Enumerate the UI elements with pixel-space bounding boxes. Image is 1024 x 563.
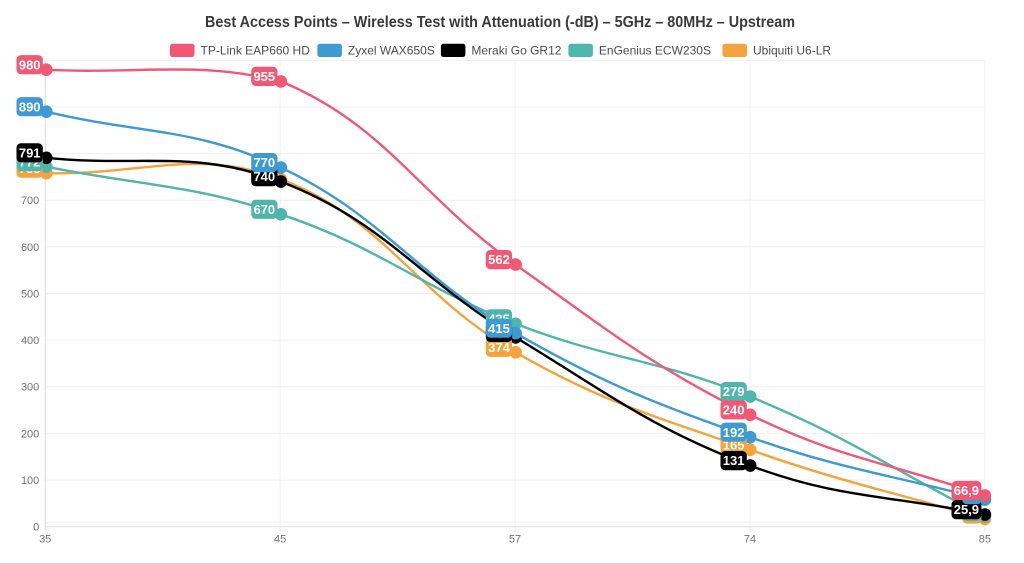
- svg-text:980: 980: [19, 57, 41, 72]
- svg-text:Best Access Points – Wireless: Best Access Points – Wireless Test with …: [205, 14, 795, 31]
- svg-text:300: 300: [21, 382, 39, 394]
- svg-text:85: 85: [979, 534, 991, 546]
- svg-text:66,9: 66,9: [954, 483, 979, 498]
- svg-text:279: 279: [723, 384, 745, 399]
- svg-text:74: 74: [744, 534, 756, 546]
- svg-text:Ubiquiti U6-LR: Ubiquiti U6-LR: [753, 43, 831, 57]
- svg-text:100: 100: [21, 475, 39, 487]
- svg-text:Meraki Go GR12: Meraki Go GR12: [471, 43, 561, 57]
- svg-text:192: 192: [723, 425, 745, 440]
- svg-text:57: 57: [509, 534, 521, 546]
- svg-text:Zyxel WAX650S: Zyxel WAX650S: [348, 43, 435, 57]
- svg-text:131: 131: [723, 453, 745, 468]
- svg-text:791: 791: [19, 145, 41, 160]
- svg-text:955: 955: [253, 69, 275, 84]
- svg-text:EnGenius ECW230S: EnGenius ECW230S: [599, 43, 711, 57]
- svg-text:374: 374: [488, 340, 510, 355]
- svg-text:45: 45: [274, 534, 286, 546]
- svg-text:500: 500: [21, 288, 39, 300]
- svg-text:700: 700: [21, 195, 39, 207]
- svg-text:600: 600: [21, 242, 39, 254]
- svg-text:415: 415: [488, 321, 510, 336]
- svg-text:25,9: 25,9: [954, 502, 979, 517]
- svg-text:740: 740: [253, 169, 275, 184]
- svg-text:35: 35: [39, 534, 51, 546]
- svg-text:670: 670: [253, 202, 275, 217]
- svg-text:TP-Link EAP660 HD: TP-Link EAP660 HD: [201, 43, 311, 57]
- svg-text:0: 0: [33, 522, 39, 534]
- svg-text:200: 200: [21, 428, 39, 440]
- svg-text:240: 240: [723, 402, 745, 417]
- svg-text:890: 890: [19, 99, 41, 114]
- svg-text:770: 770: [253, 155, 275, 170]
- svg-text:400: 400: [21, 335, 39, 347]
- svg-text:562: 562: [488, 252, 510, 267]
